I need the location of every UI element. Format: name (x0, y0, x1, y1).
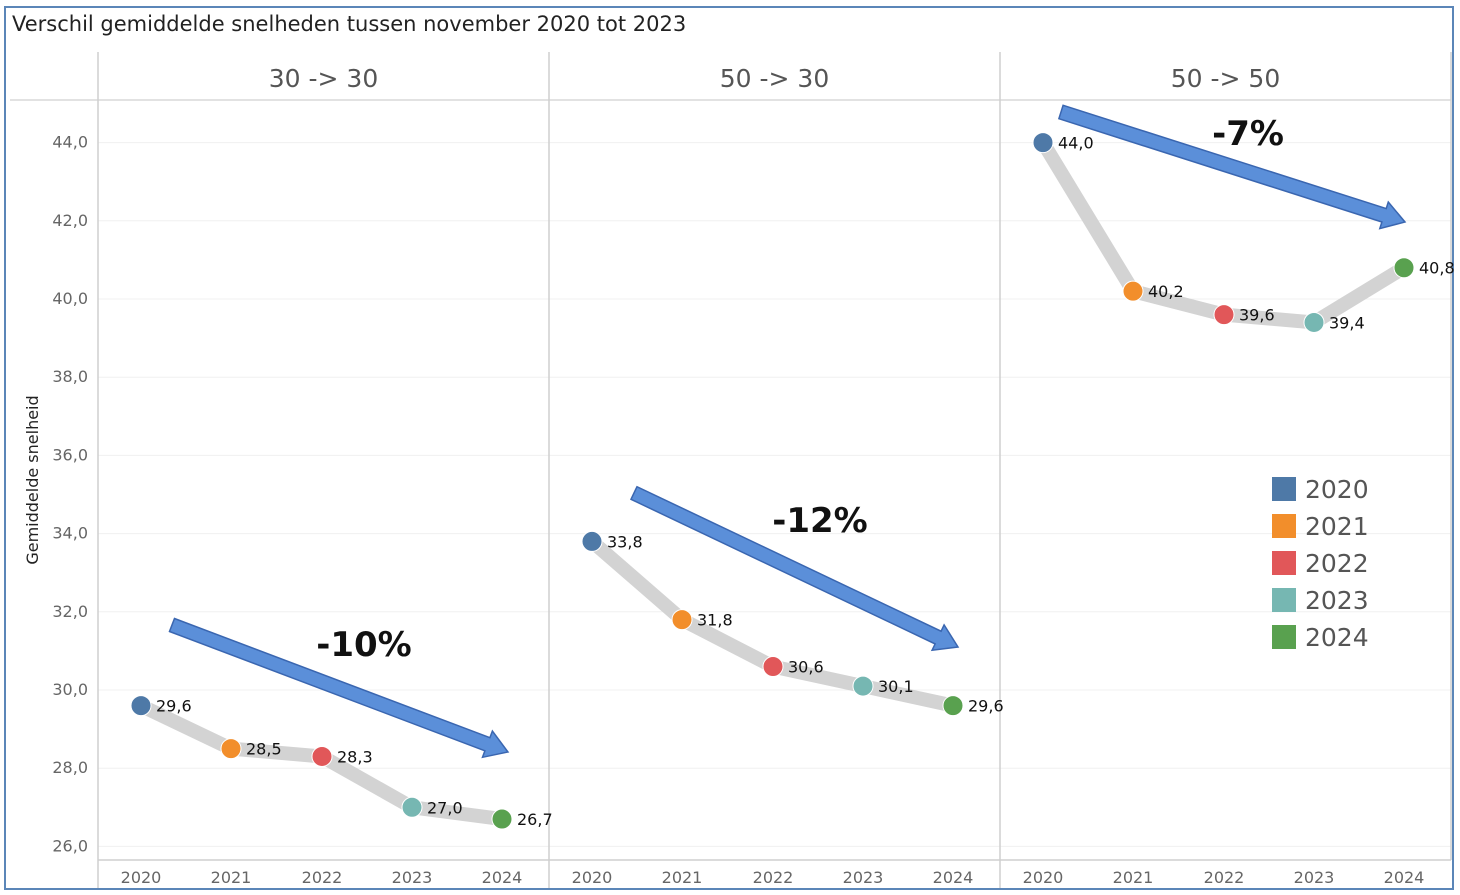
legend-swatch-2021 (1272, 514, 1296, 538)
y-tick-label: 38,0 (52, 367, 88, 386)
data-label: 28,5 (246, 740, 282, 759)
legend-label: 2021 (1305, 512, 1369, 541)
x-tick-label: 2021 (662, 868, 703, 887)
chart-title: Verschil gemiddelde snelheden tussen nov… (12, 12, 687, 36)
data-point-2024 (1393, 257, 1415, 279)
data-label: 31,8 (697, 611, 733, 630)
data-point-2024 (491, 808, 513, 830)
x-tick-label: 2024 (933, 868, 974, 887)
y-tick-label: 44,0 (52, 133, 88, 152)
legend-swatch-2022 (1272, 551, 1296, 575)
data-label: 26,7 (517, 810, 553, 829)
data-label: 40,2 (1148, 282, 1184, 301)
y-tick-label: 40,0 (52, 289, 88, 308)
legend-label: 2022 (1305, 549, 1369, 578)
panel-header: 50 -> 30 (720, 64, 830, 93)
x-tick-label: 2023 (1294, 868, 1335, 887)
legend-label: 2020 (1305, 475, 1369, 504)
y-tick-label: 42,0 (52, 211, 88, 230)
data-point-2022 (1213, 304, 1235, 326)
x-tick-label: 2022 (753, 868, 794, 887)
trend-arrow (168, 617, 510, 759)
data-label: 33,8 (607, 532, 643, 551)
data-label: 28,3 (337, 747, 373, 766)
data-label: 27,0 (427, 798, 463, 817)
y-tick-label: 26,0 (52, 836, 88, 855)
percent-change-label: -12% (772, 501, 868, 541)
legend-swatch-2024 (1272, 625, 1296, 649)
data-point-2023 (1303, 311, 1325, 333)
x-tick-label: 2020 (572, 868, 613, 887)
data-point-2023 (852, 675, 874, 697)
legend-swatch-2020 (1272, 477, 1296, 501)
x-tick-label: 2021 (211, 868, 252, 887)
data-point-2020 (581, 530, 603, 552)
data-label: 30,6 (788, 658, 824, 677)
legend-swatch-2023 (1272, 588, 1296, 612)
panel-header: 50 -> 50 (1171, 64, 1281, 93)
data-point-2024 (942, 695, 964, 717)
data-point-2021 (1122, 280, 1144, 302)
trend-arrow (1057, 104, 1407, 230)
x-tick-label: 2023 (392, 868, 433, 887)
data-label: 44,0 (1058, 134, 1094, 153)
y-tick-label: 34,0 (52, 524, 88, 543)
data-point-2020 (1032, 132, 1054, 154)
data-point-2021 (220, 738, 242, 760)
x-tick-label: 2020 (1023, 868, 1064, 887)
data-point-2022 (762, 656, 784, 678)
y-tick-label: 28,0 (52, 758, 88, 777)
data-label: 29,6 (156, 697, 192, 716)
chart-frame (4, 6, 1454, 890)
data-label: 39,4 (1329, 313, 1365, 332)
x-tick-label: 2021 (1113, 868, 1154, 887)
legend-label: 2023 (1305, 586, 1369, 615)
x-tick-label: 2022 (1204, 868, 1245, 887)
x-tick-label: 2022 (302, 868, 343, 887)
x-tick-label: 2020 (121, 868, 162, 887)
y-tick-label: 36,0 (52, 445, 88, 464)
x-tick-label: 2024 (482, 868, 523, 887)
x-tick-label: 2024 (1384, 868, 1425, 887)
trend-arrow (630, 485, 960, 652)
legend-label: 2024 (1305, 623, 1369, 652)
y-tick-label: 30,0 (52, 680, 88, 699)
data-label: 39,6 (1239, 306, 1275, 325)
percent-change-label: -7% (1212, 114, 1284, 154)
data-point-2022 (311, 745, 333, 767)
x-tick-label: 2023 (843, 868, 884, 887)
y-axis-label: Gemiddelde snelheid (23, 395, 42, 564)
data-point-2023 (401, 796, 423, 818)
data-label: 30,1 (878, 677, 914, 696)
percent-change-label: -10% (316, 625, 412, 665)
data-label: 29,6 (968, 697, 1004, 716)
data-label: 40,8 (1419, 259, 1455, 278)
data-point-2020 (130, 695, 152, 717)
y-tick-label: 32,0 (52, 602, 88, 621)
panel-header: 30 -> 30 (269, 64, 379, 93)
data-point-2021 (671, 609, 693, 631)
